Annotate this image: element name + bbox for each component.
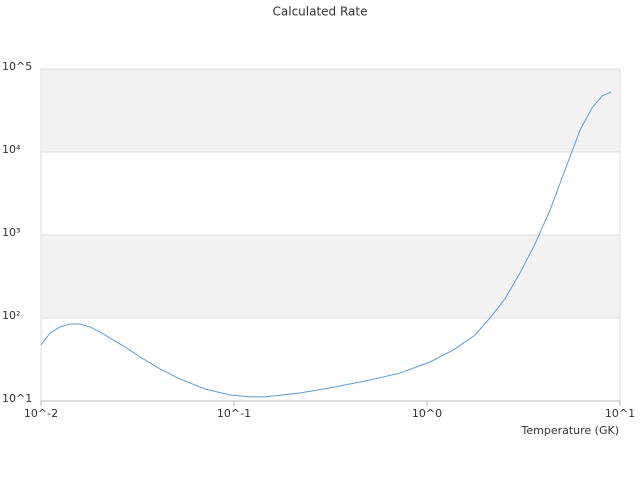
y-tick-label: 10²: [2, 309, 20, 322]
x-tick-label: 10^1: [605, 407, 635, 420]
y-tick-label: 10^5: [2, 60, 32, 73]
chart-title: Calculated Rate: [273, 5, 368, 19]
data-line: [40, 91, 612, 398]
grid-band: [41, 69, 620, 152]
x-tick-label: 10^-1: [217, 407, 251, 420]
x-tick-label: 10^-2: [24, 407, 58, 420]
grid-band: [41, 235, 620, 318]
y-tick-label: 10^1: [2, 392, 32, 405]
x-tick-label: 10^0: [412, 407, 442, 420]
x-axis-label: Temperature (GK): [521, 424, 620, 437]
y-tick-label: 10³: [2, 226, 20, 239]
y-tick-label: 10⁴: [2, 143, 21, 156]
